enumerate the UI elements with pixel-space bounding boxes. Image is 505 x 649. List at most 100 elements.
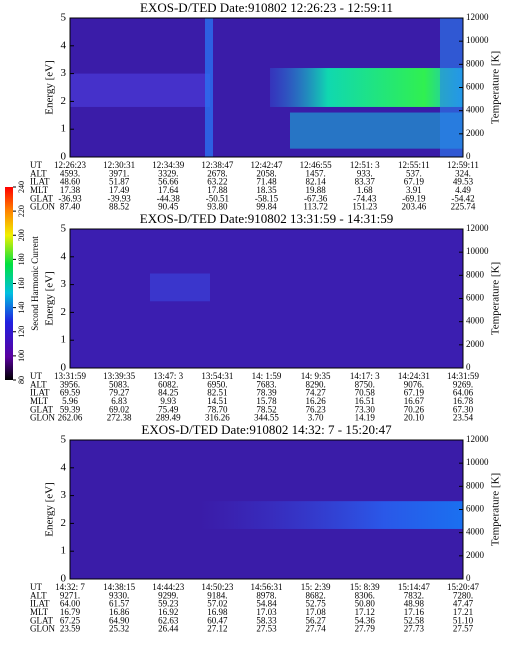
y-tick-label: 2 bbox=[61, 517, 67, 529]
table-cell: 17.12 bbox=[355, 607, 375, 617]
table-cell: 73.30 bbox=[355, 404, 376, 414]
table-cell: 70.26 bbox=[404, 404, 425, 414]
table-cell: 8682. bbox=[306, 590, 326, 600]
chart-title: EXOS-D/TED Date:910802 14:32: 7 - 15:20:… bbox=[141, 422, 392, 437]
table-cell: 15:20:47 bbox=[447, 582, 480, 592]
table-cell: 25.32 bbox=[109, 624, 129, 634]
table-cell: 9269. bbox=[453, 379, 473, 389]
table-cell: 83.37 bbox=[355, 177, 376, 187]
table-cell: 17.49 bbox=[109, 185, 130, 195]
colorbar-tick-label: 180 bbox=[17, 253, 26, 265]
table-cell: 58.33 bbox=[256, 615, 277, 625]
spectrogram-band bbox=[150, 273, 210, 302]
table-cell: 272.38 bbox=[107, 413, 132, 423]
table-cell: 47.47 bbox=[453, 599, 474, 609]
table-cell: -54.42 bbox=[451, 193, 474, 203]
table-cell: -39.93 bbox=[108, 193, 132, 203]
table-cell: 15:14:47 bbox=[398, 582, 431, 592]
table-cell: 63.22 bbox=[207, 177, 227, 187]
table-cell: 27.57 bbox=[453, 624, 474, 634]
table-cell: 82.14 bbox=[306, 177, 327, 187]
table-cell: 12:55:11 bbox=[398, 160, 430, 170]
table-cell: 18.35 bbox=[256, 185, 277, 195]
row-label: ILAT bbox=[30, 177, 50, 187]
table-cell: 14:32: 7 bbox=[55, 582, 85, 592]
table-cell: -50.51 bbox=[206, 193, 229, 203]
table-cell: 48.98 bbox=[404, 599, 425, 609]
table-cell: 6950. bbox=[207, 379, 227, 389]
table-cell: 19.88 bbox=[306, 185, 327, 195]
table-cell: 75.49 bbox=[158, 404, 179, 414]
row-label: GLAT bbox=[30, 404, 53, 414]
y2-tick-label: 0 bbox=[466, 362, 471, 372]
y-tick-label: 2 bbox=[61, 306, 67, 318]
table-cell: 16.78 bbox=[453, 396, 474, 406]
y-tick-label: 3 bbox=[61, 489, 67, 501]
table-cell: 78.39 bbox=[256, 388, 277, 398]
spectrogram-band bbox=[440, 18, 463, 157]
table-cell: 5.96 bbox=[62, 396, 78, 406]
table-cell: 23.54 bbox=[453, 413, 474, 423]
y-tick-label: 2 bbox=[61, 95, 67, 107]
y-tick-label: 1 bbox=[61, 545, 67, 557]
y-tick-label: 3 bbox=[61, 67, 67, 79]
table-cell: 9076. bbox=[404, 379, 424, 389]
table-cell: 1457. bbox=[306, 168, 326, 178]
table-cell: 12:26:23 bbox=[54, 160, 87, 170]
spectrogram-band bbox=[205, 18, 213, 157]
y-tick-label: 0 bbox=[61, 573, 67, 585]
y2-tick-label: 10000 bbox=[466, 246, 489, 256]
y-tick-label: 0 bbox=[61, 362, 67, 374]
table-cell: 15: 8:39 bbox=[350, 582, 380, 592]
table-cell: 12:42:47 bbox=[250, 160, 283, 170]
table-cell: 3329. bbox=[158, 168, 178, 178]
y2-tick-label: 2000 bbox=[466, 339, 485, 349]
y2-tick-label: 0 bbox=[466, 151, 471, 161]
table-cell: 69.02 bbox=[109, 404, 129, 414]
table-cell: 4.49 bbox=[455, 185, 471, 195]
table-cell: -69.19 bbox=[402, 193, 426, 203]
table-cell: 69.59 bbox=[60, 388, 81, 398]
table-cell: 17.03 bbox=[256, 607, 277, 617]
y2-tick-label: 2000 bbox=[466, 128, 485, 138]
colorbar-tick-label: 220 bbox=[17, 205, 26, 217]
colorbar-tick-label: 80 bbox=[17, 376, 26, 384]
table-cell: 27.53 bbox=[256, 624, 277, 634]
y2-tick-label: 4000 bbox=[466, 527, 485, 537]
table-cell: 16.98 bbox=[207, 607, 228, 617]
table-cell: 57.02 bbox=[207, 599, 227, 609]
table-cell: 16.92 bbox=[158, 607, 178, 617]
table-cell: 67.19 bbox=[404, 388, 425, 398]
table-cell: 9271. bbox=[60, 590, 80, 600]
y2-tick-label: 6000 bbox=[466, 293, 485, 303]
y-tick-label: 3 bbox=[61, 278, 67, 290]
table-cell: 933. bbox=[357, 168, 373, 178]
table-cell: 52.75 bbox=[306, 599, 327, 609]
y-tick-label: 4 bbox=[61, 461, 67, 473]
table-cell: 344.55 bbox=[254, 413, 279, 423]
y2-tick-label: 8000 bbox=[466, 58, 485, 68]
table-cell: 13:39:35 bbox=[103, 371, 136, 381]
table-cell: 14:38:15 bbox=[103, 582, 136, 592]
table-cell: 5083. bbox=[109, 379, 129, 389]
colorbar-tick-label: 140 bbox=[17, 302, 26, 314]
table-cell: 7832. bbox=[404, 590, 424, 600]
table-cell: 8978. bbox=[256, 590, 276, 600]
table-cell: 6082. bbox=[158, 379, 178, 389]
table-cell: 99.84 bbox=[256, 202, 277, 212]
table-cell: 67.30 bbox=[453, 404, 474, 414]
table-cell: -74.43 bbox=[353, 193, 377, 203]
table-cell: 27.73 bbox=[404, 624, 425, 634]
row-label: ALT bbox=[30, 590, 47, 600]
row-label: ILAT bbox=[30, 388, 50, 398]
table-cell: 70.58 bbox=[355, 388, 376, 398]
table-cell: 54.84 bbox=[256, 599, 277, 609]
row-label: MLT bbox=[30, 396, 49, 406]
y-tick-label: 5 bbox=[61, 12, 67, 24]
table-cell: 48.60 bbox=[60, 177, 81, 187]
table-cell: 8306. bbox=[355, 590, 375, 600]
row-label: MLT bbox=[30, 185, 49, 195]
spectrogram-band bbox=[270, 68, 463, 107]
table-cell: 67.19 bbox=[404, 177, 425, 187]
